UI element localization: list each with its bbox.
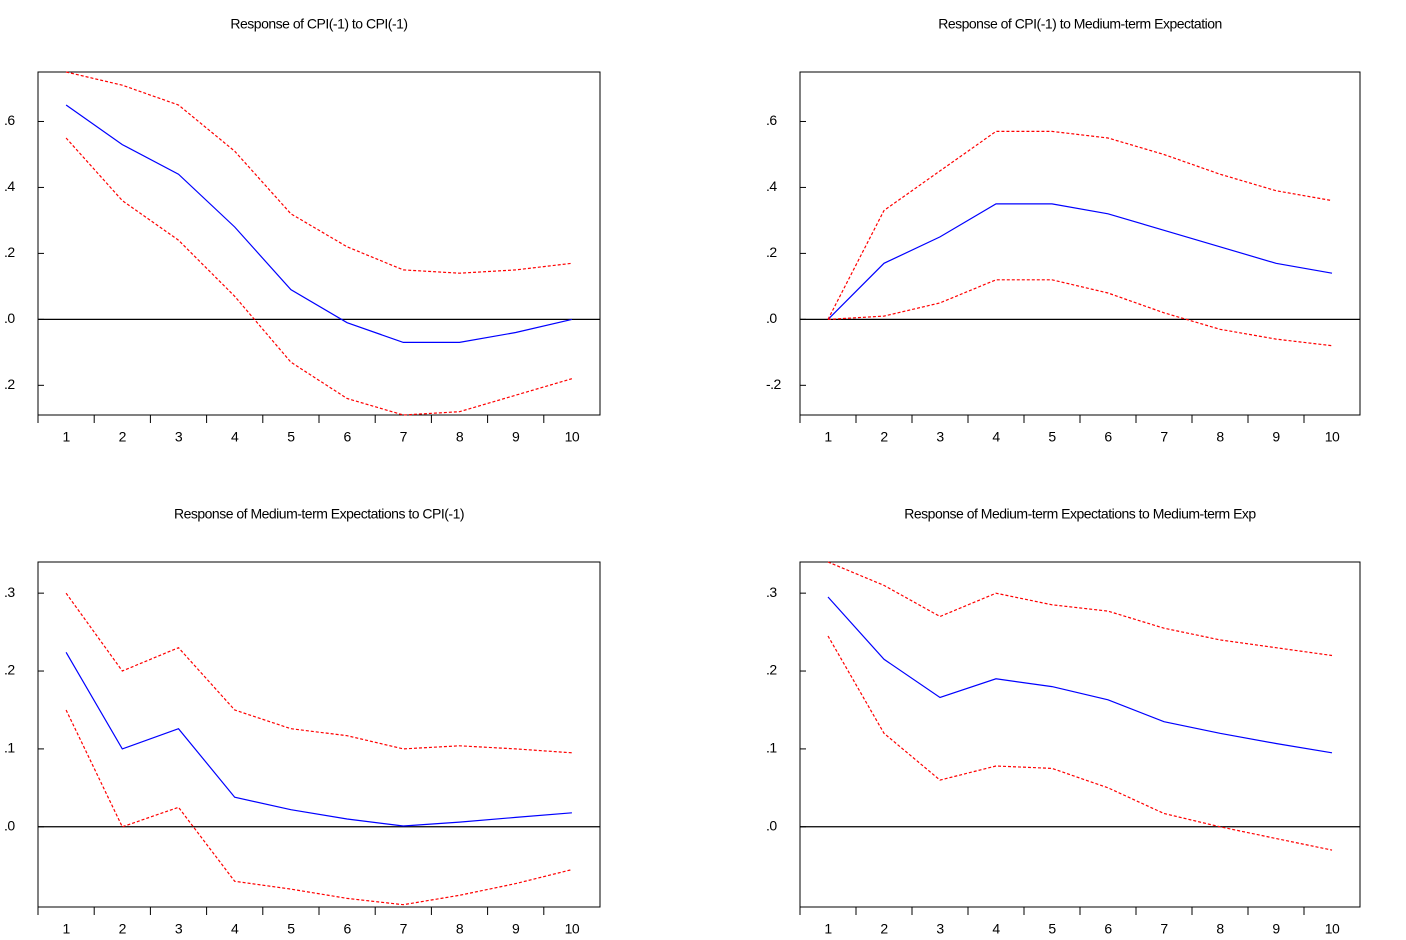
x-tick-label: 4 [992,921,1000,937]
x-tick-label: 1 [62,429,70,445]
x-tick-label: 10 [1325,921,1340,937]
x-tick-label: 4 [231,921,239,937]
x-tick-label: 2 [880,429,888,445]
x-tick-label: 7 [1160,921,1168,937]
x-tick-label: 4 [231,429,239,445]
x-tick-label: 10 [565,921,580,937]
chart-title: Response of Medium-term Expectations to … [174,506,464,522]
band-line [827,561,1333,657]
band-line [65,137,573,416]
response-line [65,651,572,827]
band-line [827,130,1333,320]
x-tick-label: 8 [456,429,464,445]
x-tick-label: 1 [62,921,70,937]
x-tick-label: 3 [175,429,183,445]
y-tick-label: .6 [766,112,777,128]
x-tick-label: 5 [287,429,295,445]
y-tick-label: .0 [766,310,777,326]
y-tick-label: .4 [766,178,777,194]
y-tick-label: .0 [766,817,777,833]
plot-frame [37,561,601,908]
y-tick-label: .0 [4,310,15,326]
chart-title: Response of CPI(-1) to Medium-term Expec… [938,16,1222,32]
x-tick-label: 9 [1272,921,1280,937]
y-tick-label: .2 [766,244,777,260]
band-line [65,709,573,906]
response-line [827,596,1333,754]
band-line [65,71,572,274]
x-tick-label: 4 [992,429,1000,445]
chart-title: Response of CPI(-1) to CPI(-1) [230,16,407,32]
x-tick-label: 6 [1104,429,1112,445]
x-tick-label: 2 [119,429,127,445]
y-tick-label: .2 [4,244,15,260]
x-tick-label: 1 [824,921,832,937]
x-tick-label: 7 [1160,429,1168,445]
x-tick-label: 5 [1048,921,1056,937]
chart-title: Response of Medium-term Expectations to … [904,506,1256,522]
x-tick-label: 6 [343,429,351,445]
y-tick-label: .2 [4,376,15,392]
x-tick-label: 5 [1048,429,1056,445]
x-tick-label: 7 [400,921,408,937]
y-tick-label: .2 [766,662,777,678]
x-tick-label: 1 [824,429,832,445]
x-tick-label: 8 [1216,921,1224,937]
y-tick-label: .2 [4,662,15,678]
x-tick-label: 2 [880,921,888,937]
y-tick-label: .3 [4,584,15,600]
plot-frame [37,71,601,416]
x-tick-label: 10 [565,429,580,445]
x-tick-label: 8 [1216,429,1224,445]
x-tick-label: 3 [936,921,944,937]
x-tick-label: 9 [1272,429,1280,445]
band-line [827,635,1333,851]
x-tick-label: 2 [119,921,127,937]
x-tick-label: 5 [287,921,295,937]
band-line [827,279,1333,347]
x-tick-label: 3 [175,921,183,937]
y-tick-label: .1 [766,740,777,756]
plot-frame [799,561,1361,908]
y-tick-label: .0 [4,817,15,833]
x-tick-label: 8 [456,921,464,937]
x-tick-label: 3 [936,429,944,445]
x-tick-label: 9 [512,921,520,937]
y-tick-label: -.2 [766,376,782,392]
y-tick-label: .1 [4,740,15,756]
response-line [827,203,1333,320]
x-tick-label: 7 [400,429,408,445]
y-tick-label: .3 [766,584,777,600]
x-tick-label: 10 [1325,429,1340,445]
y-tick-label: .6 [4,112,15,128]
plot-frame [799,71,1361,416]
y-tick-label: .4 [4,178,15,194]
band-line [65,592,572,754]
response-line [65,104,573,343]
x-tick-label: 6 [343,921,351,937]
x-tick-label: 9 [512,429,520,445]
x-tick-label: 6 [1104,921,1112,937]
